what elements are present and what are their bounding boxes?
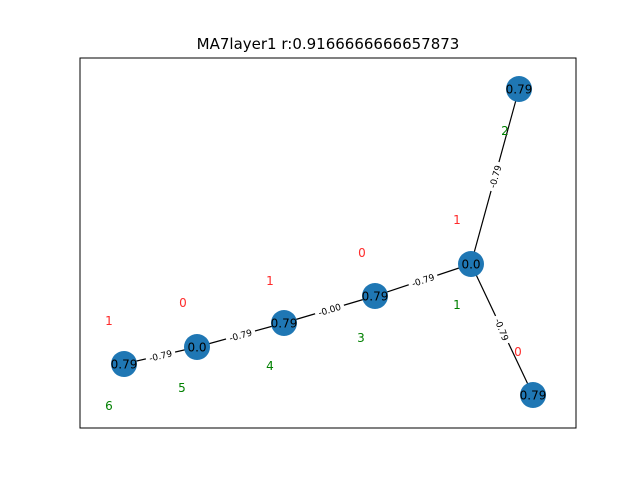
red-annotation: 1 xyxy=(105,314,113,328)
node-label-n4: 0.79 xyxy=(271,317,298,331)
edge-label-group: -0.79 xyxy=(485,160,505,193)
edge-label-background xyxy=(406,269,440,291)
node-circle-n2 xyxy=(520,382,546,408)
red-annotation: 1 xyxy=(266,274,274,288)
node-circle-n4 xyxy=(271,310,297,336)
edge-label-background xyxy=(490,313,514,346)
node-label-n3: 0.79 xyxy=(362,290,389,304)
node-circle-n0 xyxy=(458,251,484,277)
nodes-layer: 0.0 0.79 0.79 0.79 0.79 0.0 0.79 xyxy=(111,76,547,408)
red-annotation: 0 xyxy=(179,296,187,310)
node-circle-n5 xyxy=(184,334,210,360)
edge-label: -0.79 xyxy=(228,328,253,344)
plot-frame xyxy=(79,57,577,429)
edge-label: -0.79 xyxy=(489,164,505,189)
node-label-n1: 0.79 xyxy=(506,83,533,97)
node-label-n6: 0.79 xyxy=(111,358,138,372)
edge-label: -0.79 xyxy=(411,273,437,290)
edge-label-group: -0.79 xyxy=(490,313,514,346)
node-circle-n3 xyxy=(362,283,388,309)
figure-title: MA7layer1 r:0.9166666666657873 xyxy=(197,35,460,53)
green-annotation: 1 xyxy=(453,298,461,312)
edge-label-background xyxy=(313,299,346,320)
edge-label-group: -0.79 xyxy=(144,346,177,365)
edge-label: -0.79 xyxy=(492,317,510,343)
edge-label-background xyxy=(224,325,257,345)
node-label-n5: 0.0 xyxy=(187,341,206,355)
edge-label-group: -0.79 xyxy=(224,325,257,345)
node-circle-n1 xyxy=(506,76,532,102)
green-annotation: 3 xyxy=(357,331,365,345)
edge-label-group: -0.79 xyxy=(406,269,440,291)
edge-label: -0.00 xyxy=(317,303,342,319)
green-annotation: 6 xyxy=(105,399,113,413)
edge-label-background xyxy=(144,346,177,365)
edge-label-group: -0.00 xyxy=(313,299,346,320)
node-circle-n6 xyxy=(111,351,137,377)
green-annotation: 5 xyxy=(178,381,186,395)
red-annotation: 0 xyxy=(358,246,366,260)
edge-label-background xyxy=(485,160,505,193)
green-annotation: 4 xyxy=(266,359,274,373)
annotations-layer: 1 0 1 0 0 1 2 1 3 4 5 6 xyxy=(105,124,522,413)
node-label-n0: 0.0 xyxy=(461,258,480,272)
node-label-n2: 0.79 xyxy=(520,389,547,403)
red-annotation: 1 xyxy=(453,213,461,227)
green-annotation: 2 xyxy=(501,124,509,138)
red-annotation: 0 xyxy=(514,345,522,359)
